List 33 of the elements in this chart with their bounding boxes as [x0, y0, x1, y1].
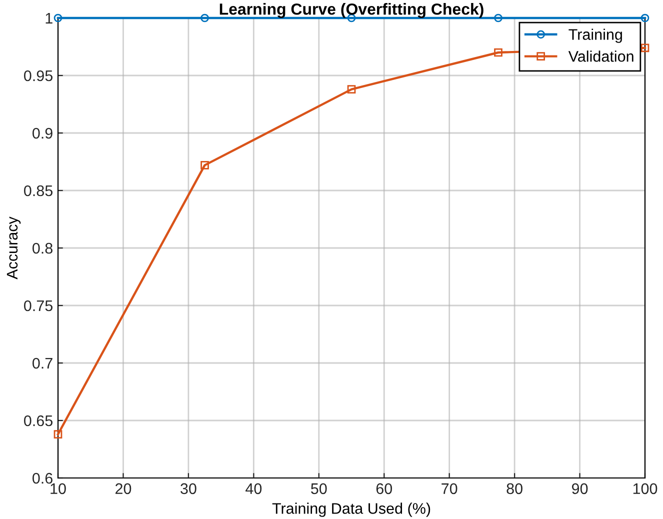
y-tick-label: 0.9 [32, 128, 52, 139]
x-tick-label: 60 [376, 483, 392, 494]
y-tick-label: 0.85 [24, 185, 52, 196]
x-tick-label: 10 [50, 483, 66, 494]
point [200, 161, 209, 170]
point [640, 44, 650, 52]
y-tick-label: 0.8 [32, 242, 52, 254]
x-tick-label: 50 [311, 483, 327, 494]
point [200, 14, 209, 22]
y-tick-label: 1 [46, 13, 52, 24]
x-tick-label: 20 [115, 483, 132, 494]
y-tick-label: 0.65 [24, 415, 52, 426]
x-tick-label: 80 [506, 483, 522, 494]
y-tick-label: 0.7 [32, 358, 52, 369]
point [54, 14, 62, 22]
chart-title: Learning Curve (Overfitting Check) [220, 3, 484, 18]
x-tick-label: 40 [246, 483, 262, 494]
y-tick-label: 0.95 [24, 70, 52, 82]
legend-label: Validation [568, 50, 634, 62]
y-axis-title: Accuracy [6, 216, 21, 280]
legend-label: Training [568, 28, 622, 43]
point [54, 430, 62, 438]
y-tick-label: 0.6 [32, 472, 52, 484]
point [494, 48, 502, 57]
x-tick-label: 70 [442, 483, 458, 494]
point [640, 14, 650, 22]
x-axis-title: Training Data Used (%) [272, 502, 430, 517]
x-tick-label: 30 [180, 483, 196, 494]
x-tick-label: 90 [572, 483, 588, 494]
x-tick-label: 100 [633, 483, 658, 494]
point [347, 85, 356, 94]
point [494, 14, 502, 22]
y-tick-label: 0.75 [24, 300, 52, 312]
